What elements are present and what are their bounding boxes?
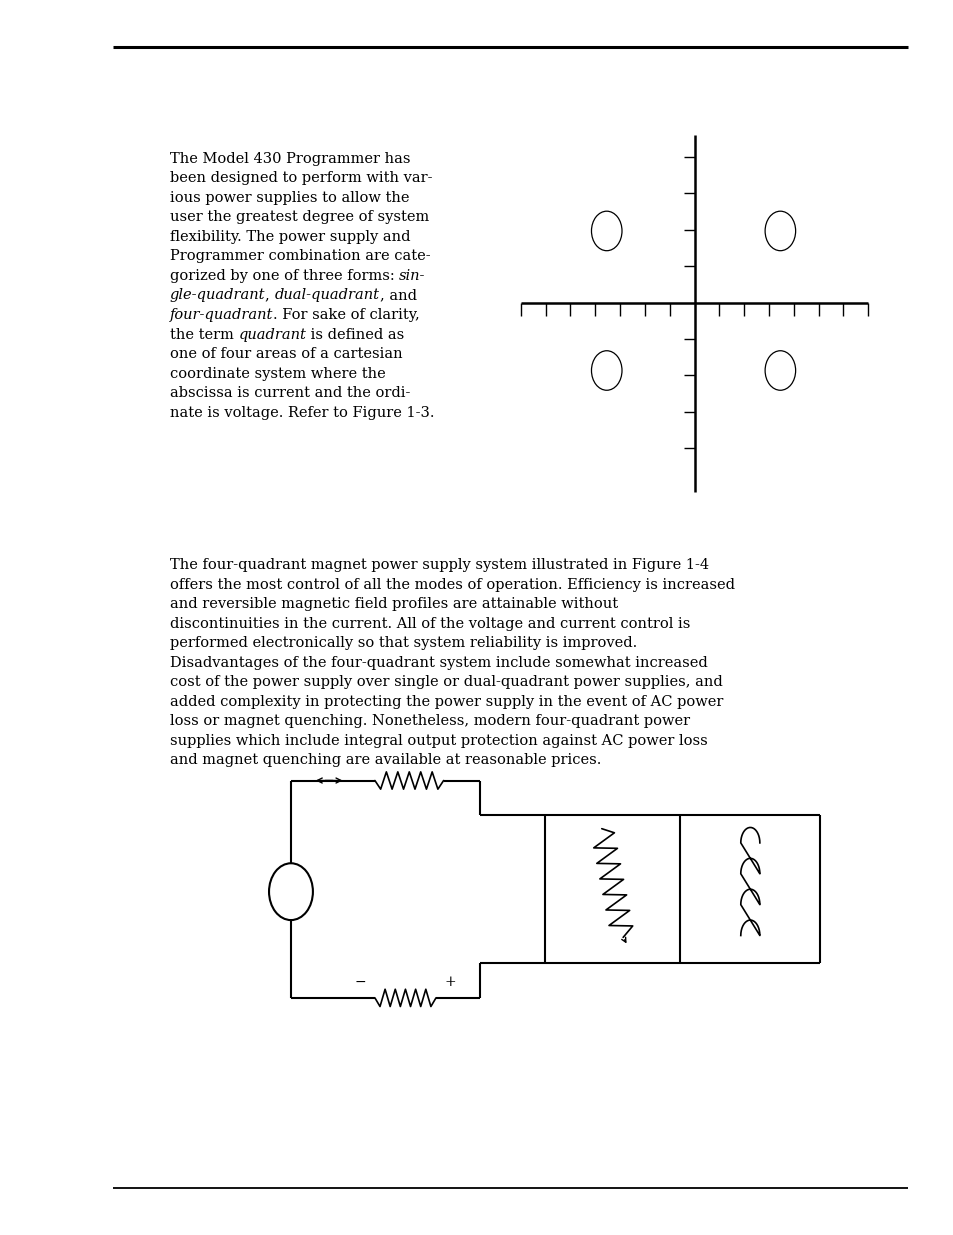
Text: gorized by one of three forms:: gorized by one of three forms: [170, 269, 398, 283]
Text: is defined as: is defined as [306, 327, 404, 342]
Text: and reversible magnetic field profiles are attainable without: and reversible magnetic field profiles a… [170, 598, 618, 611]
Text: The four-quadrant magnet power supply system illustrated in Figure 1-4: The four-quadrant magnet power supply sy… [170, 558, 708, 572]
Text: ious power supplies to allow the: ious power supplies to allow the [170, 191, 409, 205]
Text: cost of the power supply over single or dual-quadrant power supplies, and: cost of the power supply over single or … [170, 676, 721, 689]
Text: gle-quadrant: gle-quadrant [170, 289, 265, 303]
Text: been designed to perform with var-: been designed to perform with var- [170, 172, 432, 185]
Text: quadrant: quadrant [238, 327, 306, 342]
Text: the term: the term [170, 327, 238, 342]
Text: , and: , and [379, 289, 416, 303]
Text: coordinate system where the: coordinate system where the [170, 367, 385, 380]
Text: . For sake of clarity,: . For sake of clarity, [273, 308, 419, 322]
Text: performed electronically so that system reliability is improved.: performed electronically so that system … [170, 636, 637, 651]
Text: dual-quadrant: dual-quadrant [274, 289, 379, 303]
Text: flexibility. The power supply and: flexibility. The power supply and [170, 230, 410, 245]
Text: ,: , [265, 289, 274, 303]
Text: added complexity in protecting the power supply in the event of AC power: added complexity in protecting the power… [170, 695, 722, 709]
Text: offers the most control of all the modes of operation. Efficiency is increased: offers the most control of all the modes… [170, 578, 734, 592]
Text: one of four areas of a cartesian: one of four areas of a cartesian [170, 347, 402, 361]
Text: −: − [355, 974, 366, 988]
Text: supplies which include integral output protection against AC power loss: supplies which include integral output p… [170, 734, 707, 748]
Text: nate is voltage. Refer to Figure 1-3.: nate is voltage. Refer to Figure 1-3. [170, 405, 434, 420]
Text: abscissa is current and the ordi-: abscissa is current and the ordi- [170, 387, 410, 400]
Text: Programmer combination are cate-: Programmer combination are cate- [170, 249, 430, 263]
Text: +: + [444, 974, 456, 988]
Text: sin-: sin- [398, 269, 425, 283]
Text: user the greatest degree of system: user the greatest degree of system [170, 210, 429, 225]
Text: four-quadrant: four-quadrant [170, 308, 273, 322]
Text: discontinuities in the current. All of the voltage and current control is: discontinuities in the current. All of t… [170, 616, 689, 631]
Text: The Model 430 Programmer has: The Model 430 Programmer has [170, 152, 410, 165]
Text: loss or magnet quenching. Nonetheless, modern four-quadrant power: loss or magnet quenching. Nonetheless, m… [170, 714, 689, 729]
Text: Disadvantages of the four-quadrant system include somewhat increased: Disadvantages of the four-quadrant syste… [170, 656, 707, 669]
Text: and magnet quenching are available at reasonable prices.: and magnet quenching are available at re… [170, 753, 600, 767]
